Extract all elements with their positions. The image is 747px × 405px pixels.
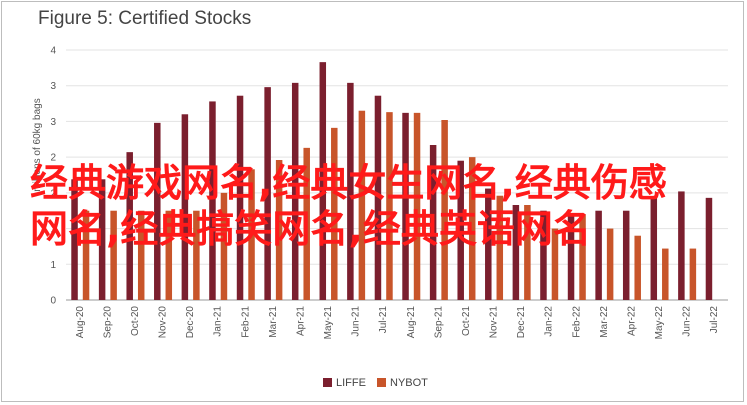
bar-liffe bbox=[457, 160, 464, 300]
bar-liffe bbox=[540, 210, 547, 300]
bar-nybot bbox=[110, 210, 117, 300]
y-tick-label: 1 bbox=[50, 224, 56, 235]
bar-nybot bbox=[496, 195, 504, 300]
x-tick-label: Jun-21 bbox=[351, 306, 362, 337]
bar-nybot bbox=[441, 120, 448, 300]
bar-liffe bbox=[291, 82, 299, 300]
bar-liffe bbox=[126, 152, 133, 300]
x-tick-label: Feb-22 bbox=[571, 306, 582, 338]
x-tick-label: Sep-20 bbox=[102, 306, 113, 339]
y-axis-title: millions of 60kg bags bbox=[32, 98, 43, 191]
y-tick-label: 4 bbox=[50, 46, 56, 57]
bar-nybot bbox=[386, 112, 393, 301]
bar-liffe bbox=[567, 214, 575, 300]
x-tick-label: May-22 bbox=[654, 306, 665, 340]
bar-nybot bbox=[193, 210, 200, 300]
bar-nybot bbox=[579, 214, 586, 300]
bar-liffe bbox=[595, 210, 602, 300]
bar-nybot bbox=[413, 112, 421, 300]
y-tick-label: 2 bbox=[50, 153, 56, 164]
x-tick-label: Apr-22 bbox=[626, 306, 637, 336]
x-tick-label: Sep-21 bbox=[433, 306, 444, 339]
overlay-watermark-text: 经典游戏网名,经典女生网名,经典伤感网名,经典搞笑网名,经典英语网名 bbox=[30, 161, 667, 251]
y-tick-label: 1 bbox=[50, 260, 56, 271]
bar-nybot bbox=[662, 248, 669, 300]
x-tick-label: Nov-21 bbox=[489, 306, 500, 339]
y-tick-label: 2 bbox=[50, 188, 56, 199]
bar-nybot bbox=[331, 127, 338, 300]
bar-nybot bbox=[137, 210, 145, 300]
bar-liffe bbox=[429, 145, 437, 300]
x-tick-label: Jan-21 bbox=[213, 306, 224, 337]
chart-title: Figure 5: Certified Stocks bbox=[38, 8, 252, 29]
bar-nybot bbox=[165, 210, 173, 300]
x-tick-label: May-21 bbox=[323, 306, 334, 340]
x-tick-label: Jan-22 bbox=[544, 306, 555, 337]
x-tick-label: Apr-21 bbox=[295, 306, 306, 336]
bar-liffe bbox=[154, 122, 161, 300]
bar-liffe bbox=[319, 62, 327, 301]
bar-liffe bbox=[512, 205, 520, 300]
bar-nybot bbox=[303, 147, 310, 300]
x-tick-label: Jun-22 bbox=[682, 306, 693, 337]
bar-nybot bbox=[606, 228, 614, 300]
x-tick-label: Dec-21 bbox=[516, 306, 527, 339]
x-tick-label: Mar-21 bbox=[268, 306, 279, 338]
legend-swatch-nybot bbox=[377, 378, 386, 387]
x-tick-label: Oct-21 bbox=[461, 306, 472, 336]
bar-liffe bbox=[347, 82, 354, 300]
bar-liffe bbox=[236, 95, 244, 300]
bar-liffe bbox=[705, 197, 713, 300]
x-tick-label: Aug-21 bbox=[406, 306, 417, 339]
bar-liffe bbox=[485, 188, 492, 300]
bar-liffe bbox=[650, 197, 658, 300]
y-tick-label: 0 bbox=[50, 296, 56, 307]
legend-label-liffe: LIFFE bbox=[336, 377, 366, 389]
x-tick-label: Nov-20 bbox=[158, 306, 169, 339]
legend-label-nybot: NYBOT bbox=[390, 377, 428, 389]
bar-liffe bbox=[622, 210, 630, 300]
x-tick-label: Jul-22 bbox=[709, 306, 720, 334]
bar-liffe bbox=[98, 179, 106, 300]
bar-liffe bbox=[264, 87, 271, 301]
bar-liffe bbox=[209, 101, 216, 300]
x-tick-label: Oct-20 bbox=[130, 306, 141, 336]
bar-nybot bbox=[82, 210, 90, 300]
bar-nybot bbox=[468, 157, 476, 300]
bar-nybot bbox=[551, 228, 559, 300]
bar-nybot bbox=[524, 205, 531, 300]
legend-swatch-liffe bbox=[323, 378, 332, 387]
x-tick-label: Aug-20 bbox=[75, 306, 86, 339]
bar-nybot bbox=[275, 160, 283, 300]
bar-liffe bbox=[402, 112, 409, 300]
bar-liffe bbox=[678, 191, 685, 300]
x-tick-label: Jul-21 bbox=[378, 306, 389, 334]
y-tick-label: 3 bbox=[50, 81, 56, 92]
bar-nybot bbox=[689, 248, 697, 300]
x-tick-label: Dec-20 bbox=[185, 306, 196, 339]
x-tick-label: Feb-21 bbox=[240, 306, 251, 338]
bar-nybot bbox=[220, 192, 228, 300]
bar-nybot bbox=[358, 110, 366, 300]
bar-nybot bbox=[634, 235, 641, 300]
bar-liffe bbox=[181, 114, 189, 301]
bar-liffe bbox=[374, 95, 382, 300]
x-tick-label: Mar-22 bbox=[599, 306, 610, 338]
bar-liffe bbox=[71, 179, 78, 300]
y-tick-label: 3 bbox=[50, 117, 56, 128]
bar-nybot bbox=[248, 169, 255, 300]
